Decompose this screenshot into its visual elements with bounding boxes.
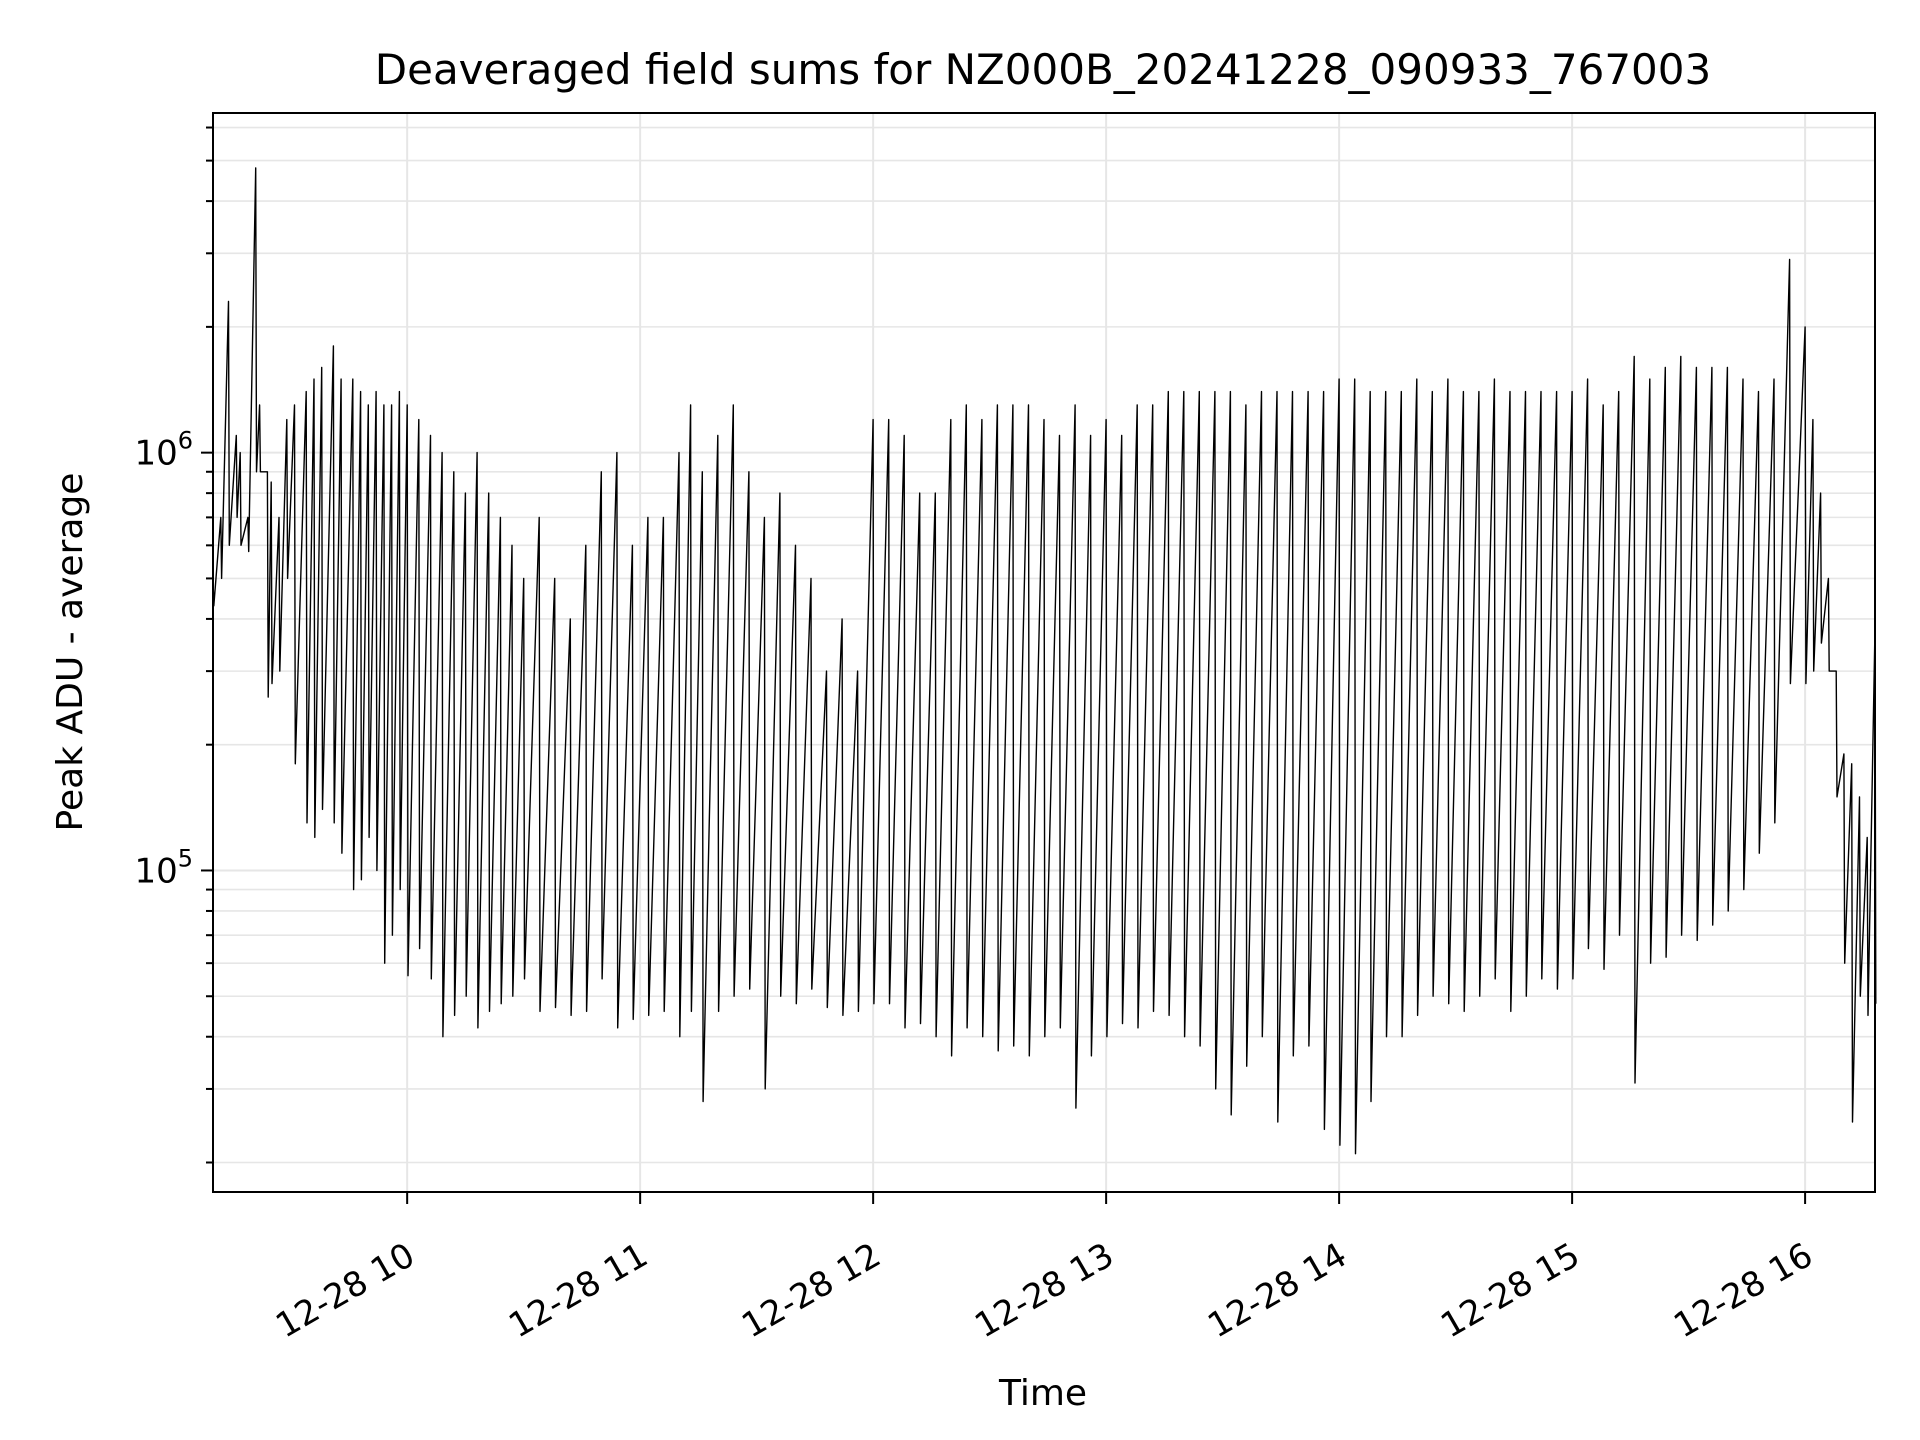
y-tick-label: 106	[134, 427, 193, 474]
series-line	[212, 167, 1877, 1155]
y-tick-label: 105	[134, 844, 193, 891]
x-axis-label: Time	[998, 1373, 1087, 1414]
series-group	[212, 167, 1877, 1155]
plot-area-frame	[212, 112, 1876, 1193]
y-axis-ticks: 105 106	[134, 126, 213, 1164]
y-axis-label: Peak ADU - average	[50, 473, 91, 832]
chart-title: Deaveraged field sums for NZ000B_2024122…	[375, 45, 1711, 94]
